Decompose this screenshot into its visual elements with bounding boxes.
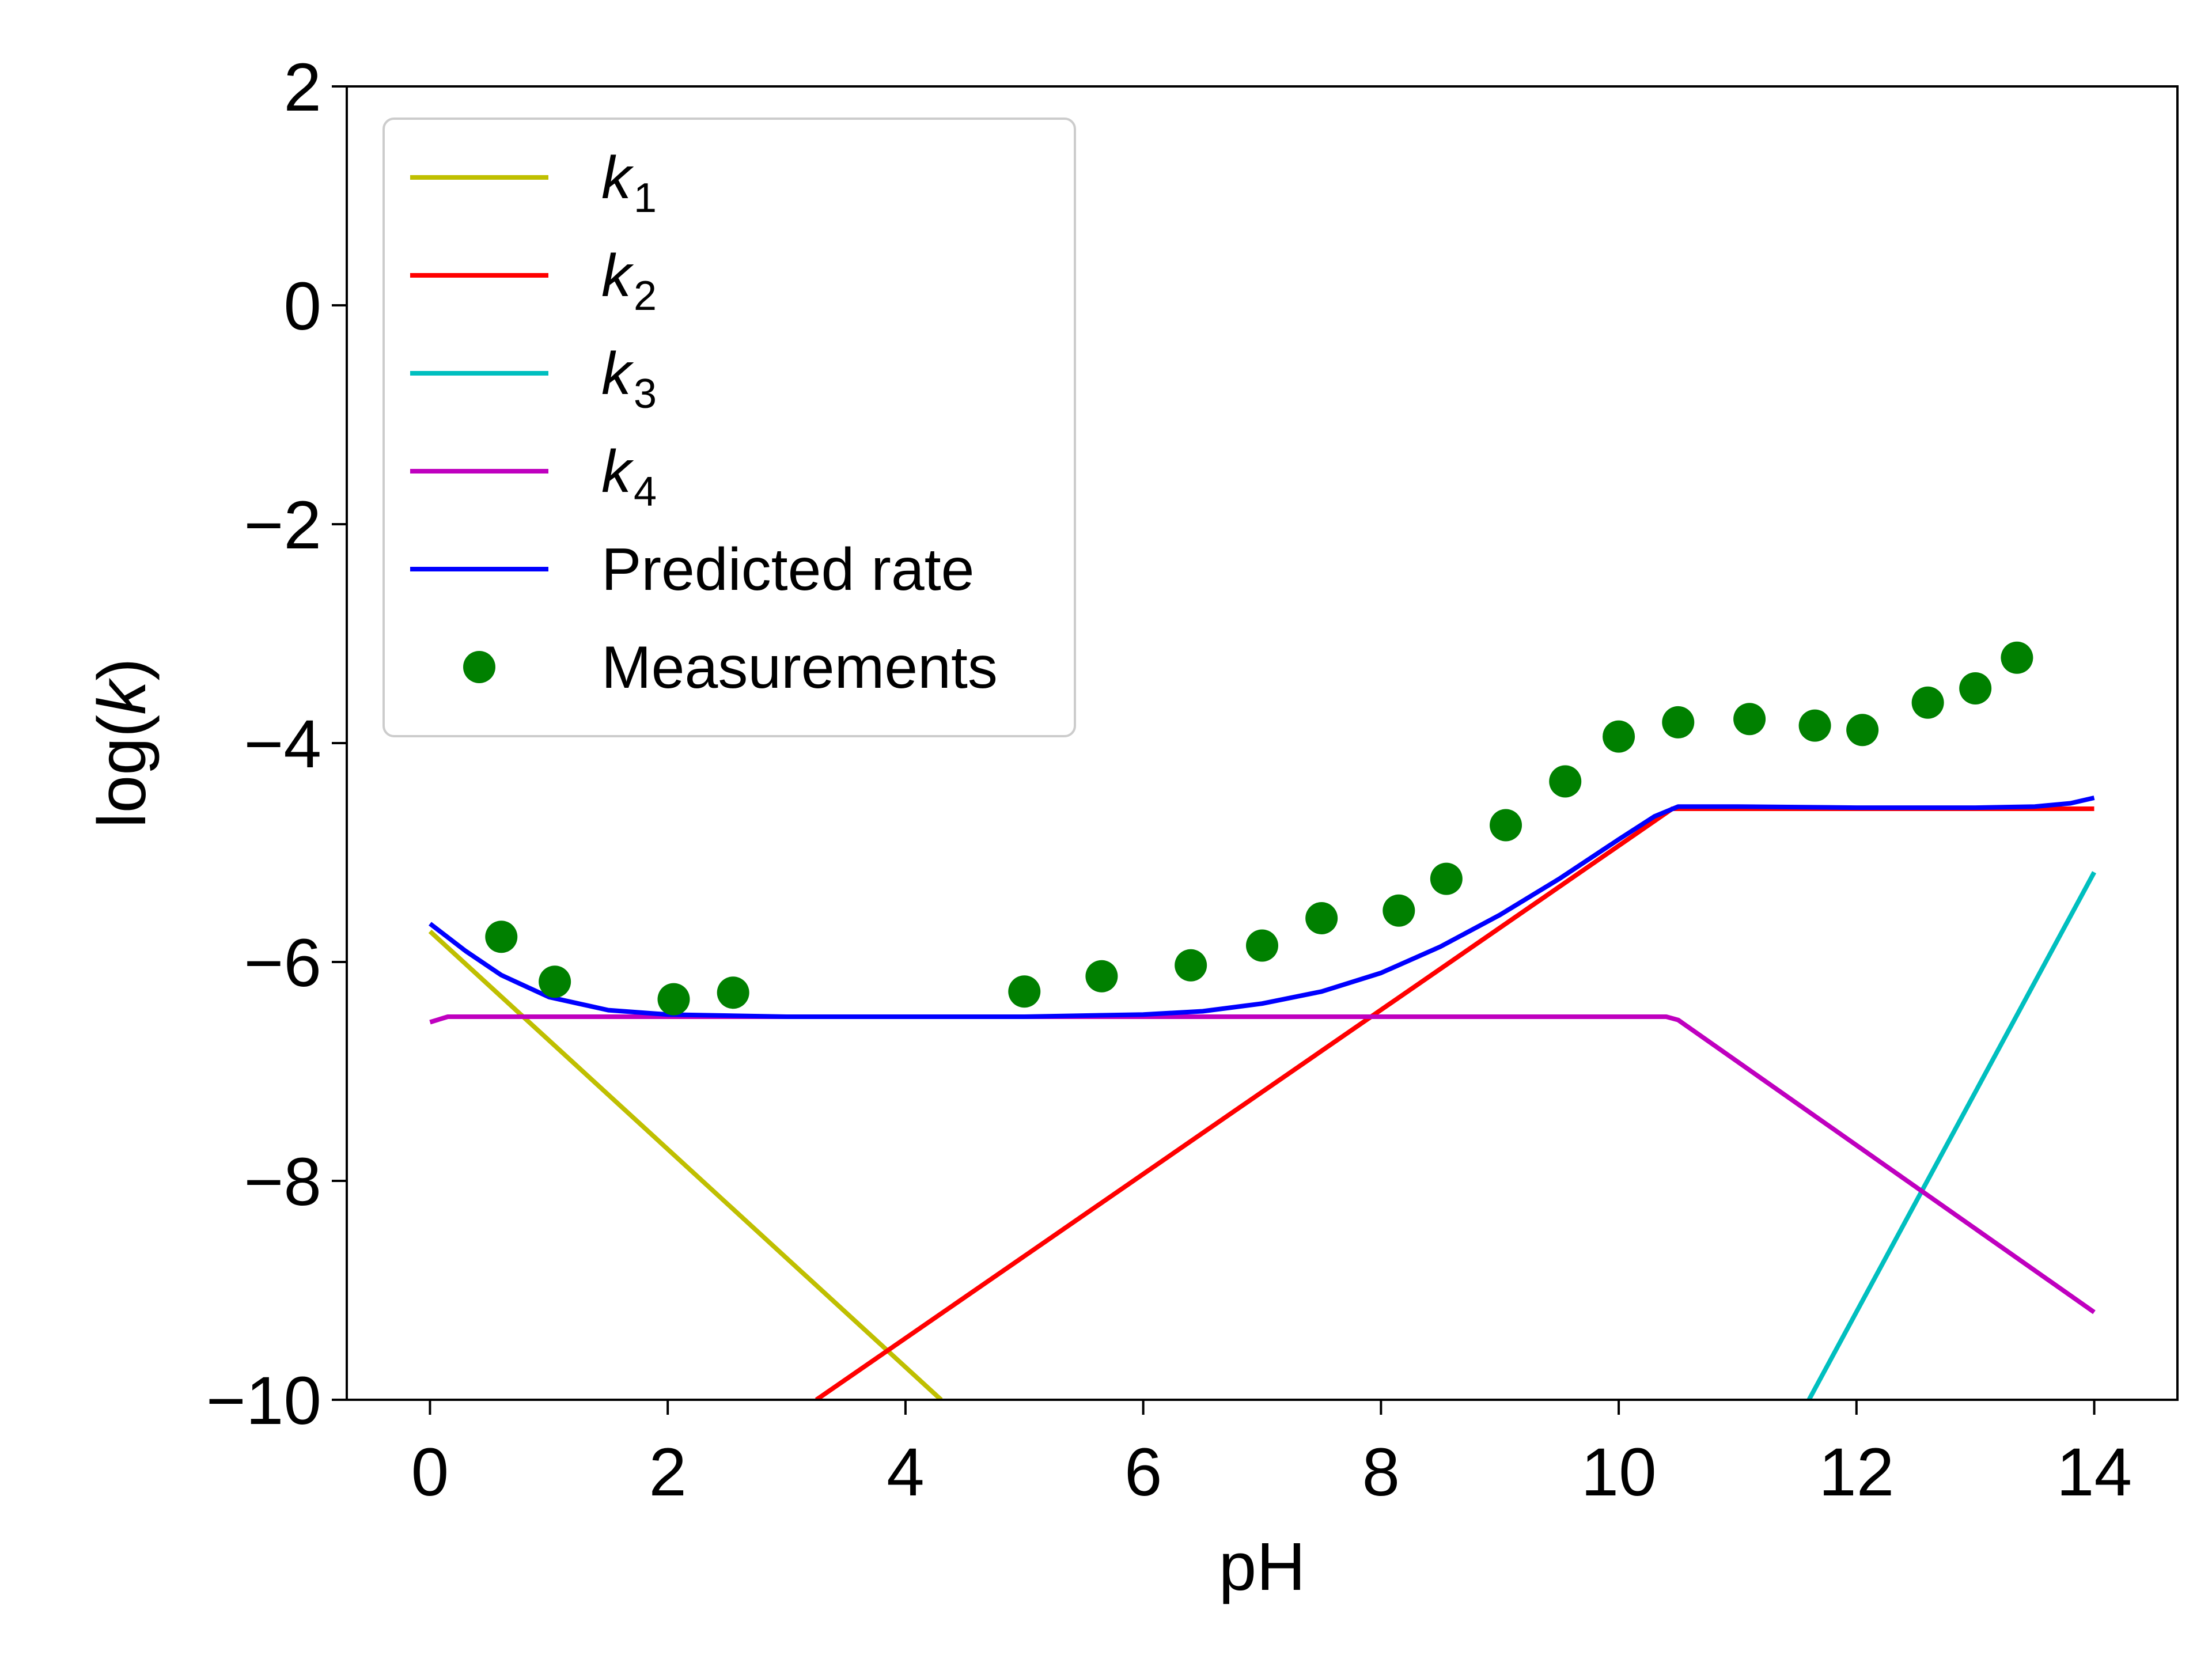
legend-label: k4 [601,438,657,515]
x-axis: 0 2 4 6 8 10 12 14 [411,1400,2132,1510]
x-tick-label: 4 [887,1434,925,1510]
legend-box [382,118,1076,737]
y-axis-label-suffix: ) [84,658,160,680]
data-point-measurements [1549,765,1582,798]
y-tick-label: 0 [283,268,321,344]
data-point-measurements [657,983,690,1016]
data-point-measurements [1305,902,1338,934]
y-tick-label: 2 [283,50,321,126]
x-tick-label: 0 [411,1434,449,1510]
series-line-k4 [429,1014,2096,1315]
data-point-measurements [1246,929,1278,962]
data-point-measurements [1733,703,1766,736]
x-tick-label: 14 [2056,1434,2132,1510]
series-line-k3 [1806,871,2097,1400]
data-point-measurements [1175,949,1207,982]
y-tick-label: −2 [244,487,321,563]
y-axis: −10 −8 −6 −4 −2 0 2 [206,50,347,1439]
data-point-measurements [1382,894,1415,927]
data-point-measurements [717,976,749,1009]
y-axis-label-variable: k [84,678,160,715]
y-tick-label: −8 [244,1144,321,1220]
data-point-measurements [1959,672,1992,704]
data-point-measurements [1430,862,1463,895]
data-point-measurements [539,965,571,998]
y-tick-label: −6 [244,925,321,1001]
legend-swatch [463,651,495,683]
data-point-measurements [1603,720,1635,753]
y-tick-label: −4 [244,706,321,782]
x-tick-label: 6 [1124,1434,1162,1510]
y-axis-label: log(k) [84,658,160,828]
x-tick-label: 2 [649,1434,687,1510]
x-tick-label: 8 [1362,1434,1400,1510]
data-point-measurements [1008,975,1041,1008]
series-line-predicted-rate [429,796,2095,1019]
legend-label: k3 [601,340,657,417]
x-axis-label: pH [1219,1529,1306,1605]
x-tick-label: 10 [1581,1434,1656,1510]
legend-label: k2 [601,243,657,319]
series-line-k1 [428,929,943,1400]
data-point-measurements [1662,706,1695,738]
data-point-measurements [1798,709,1831,742]
legend-label: k1 [601,145,657,221]
data-point-measurements [1085,960,1118,993]
legend-label: Measurements [601,634,998,701]
x-tick-label: 12 [1819,1434,1894,1510]
legend-label: Predicted rate [601,536,974,603]
data-point-measurements [1911,686,1944,719]
series-layer [428,641,2097,1400]
data-point-measurements [2001,641,2033,674]
legend: k1 k2 k3 k4 Predicted rate Measurements [382,118,1076,737]
y-tick-label: −10 [206,1363,321,1439]
data-point-measurements [485,921,518,953]
y-axis-label-prefix: log( [84,715,160,828]
data-point-measurements [1490,809,1522,842]
data-point-measurements [1846,714,1879,747]
